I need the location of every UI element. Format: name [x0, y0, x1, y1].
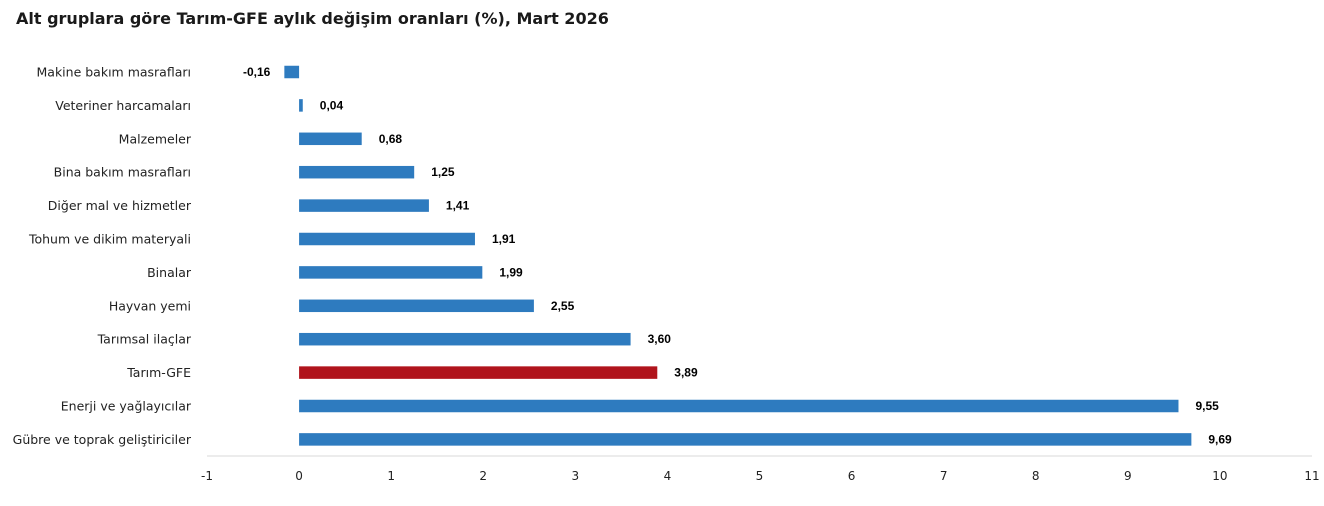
category-label: Binalar [147, 265, 192, 280]
x-tick-label: 8 [1032, 469, 1040, 483]
value-label: 1,25 [431, 165, 455, 179]
bar-2 [299, 132, 362, 146]
value-label: 0,68 [379, 132, 403, 146]
x-tick-label: 4 [664, 469, 672, 483]
value-labels: -0,16 0,04 0,68 1,25 1,41 1,91 1,99 2,55 3,60 3,8… [243, 65, 1232, 446]
value-label: 9,55 [1195, 399, 1219, 413]
category-label: Enerji ve yağlayıcılar [61, 399, 192, 414]
x-tick-label: 1 [387, 469, 395, 483]
x-tick-label: -1 [201, 469, 213, 483]
category-label: Bina bakım masrafları [54, 165, 191, 180]
value-label: 1,41 [446, 199, 470, 213]
chart-title: Alt gruplara göre Tarım-GFE aylık değişi… [16, 9, 609, 28]
category-label: Malzemeler [119, 131, 192, 146]
bar-9 [299, 366, 658, 379]
category-label: Gübre ve toprak geliştiriciler [13, 432, 192, 447]
category-label: Tarım-GFE [126, 365, 191, 380]
x-tick-label: 3 [572, 469, 580, 483]
bar-7 [299, 299, 534, 313]
bar-8 [299, 332, 631, 346]
value-label: 3,60 [648, 332, 672, 346]
category-label: Diğer mal ve hizmetler [48, 198, 192, 213]
x-tick-label: 9 [1124, 469, 1132, 483]
bar-1 [299, 99, 303, 112]
x-tick-label: 6 [848, 469, 856, 483]
bar-5 [299, 232, 475, 246]
category-labels: Makine bakım masrafları Veteriner harcama… [13, 65, 192, 447]
bar-4 [299, 199, 429, 212]
value-label: 3,89 [674, 366, 698, 380]
bars-layer [284, 65, 1192, 446]
x-tick-label: 0 [295, 469, 303, 483]
bar-10 [299, 399, 1179, 413]
category-label: Hayvan yemi [109, 298, 191, 313]
category-label: Veteriner harcamaları [55, 98, 191, 113]
value-label: 1,91 [492, 232, 516, 246]
bar-6 [299, 266, 483, 279]
x-tick-label: 10 [1212, 469, 1227, 483]
category-label: Tarımsal ilaçlar [97, 332, 192, 347]
value-label: 9,69 [1208, 432, 1232, 446]
x-tick-label: 7 [940, 469, 948, 483]
x-tick-label: 2 [479, 469, 487, 483]
bar-0 [284, 65, 300, 79]
bar-11 [299, 433, 1192, 446]
value-label: 2,55 [551, 299, 575, 313]
category-label: Tohum ve dikim materyali [28, 232, 191, 247]
bar-3 [299, 165, 415, 179]
x-axis-ticks: -1 0 1 2 3 4 5 6 7 8 9 10 11 [201, 469, 1320, 483]
value-label: 0,04 [320, 98, 344, 112]
x-tick-label: 5 [756, 469, 764, 483]
x-tick-label: 11 [1304, 469, 1319, 483]
value-label: 1,99 [499, 265, 523, 279]
category-label: Makine bakım masrafları [37, 65, 192, 80]
value-label: -0,16 [243, 65, 271, 79]
